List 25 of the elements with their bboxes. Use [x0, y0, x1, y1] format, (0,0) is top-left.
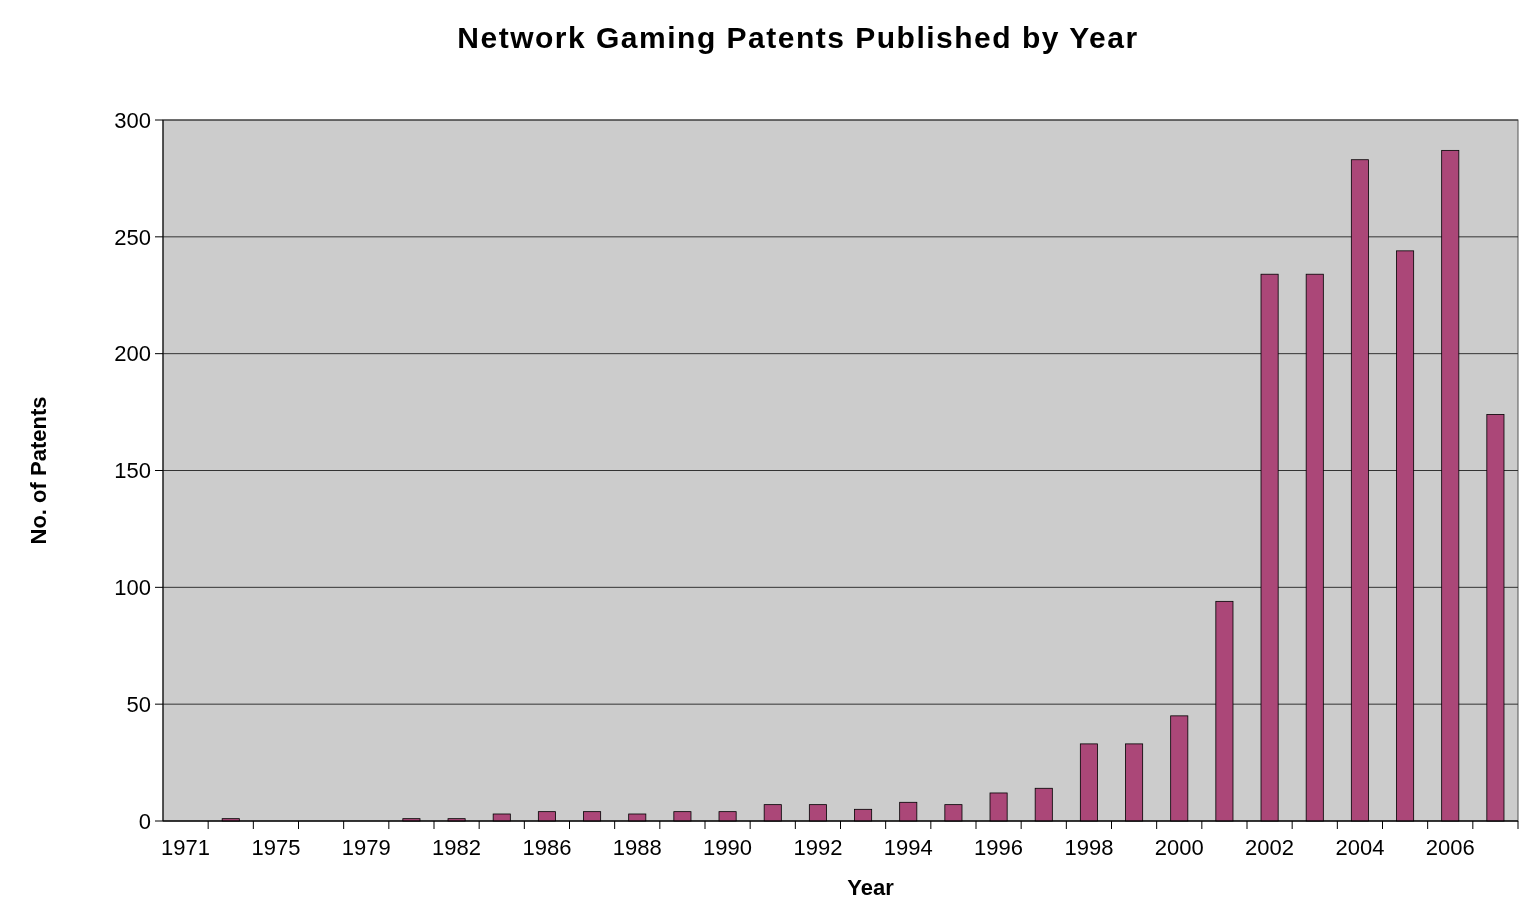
- y-axis-title: No. of Patents: [26, 396, 51, 545]
- x-tick-label: 2000: [1154, 835, 1204, 860]
- chart-title: Network Gaming Patents Published by Year: [457, 21, 1139, 54]
- y-tick-label: 200: [114, 341, 151, 367]
- x-tick-label: 1971: [161, 835, 211, 860]
- x-tick-label: 1990: [703, 835, 753, 860]
- x-tick-label: 1998: [1064, 835, 1114, 860]
- x-tick-label: 1994: [883, 835, 933, 860]
- x-tick-label: 2004: [1335, 835, 1385, 860]
- x-tick-label: 1986: [522, 835, 572, 860]
- x-tick-label: 1979: [341, 835, 391, 860]
- y-tick-label: 250: [114, 224, 151, 250]
- y-tick-label: 150: [114, 458, 151, 484]
- x-tick-label: 2002: [1245, 835, 1295, 860]
- x-tick-label: 1988: [612, 835, 662, 860]
- y-tick-label: 300: [114, 107, 151, 133]
- x-tick-label: 1992: [793, 835, 843, 860]
- x-tick-label: 1975: [251, 835, 301, 860]
- y-tick-label: 0: [138, 808, 151, 834]
- x-tick-label: 1982: [432, 835, 482, 860]
- x-tick-label: 1996: [974, 835, 1024, 860]
- y-tick-label: 100: [114, 575, 151, 601]
- x-tick-label: 2006: [1425, 835, 1475, 860]
- x-axis-title: Year: [847, 875, 895, 900]
- y-tick-label: 50: [126, 691, 151, 717]
